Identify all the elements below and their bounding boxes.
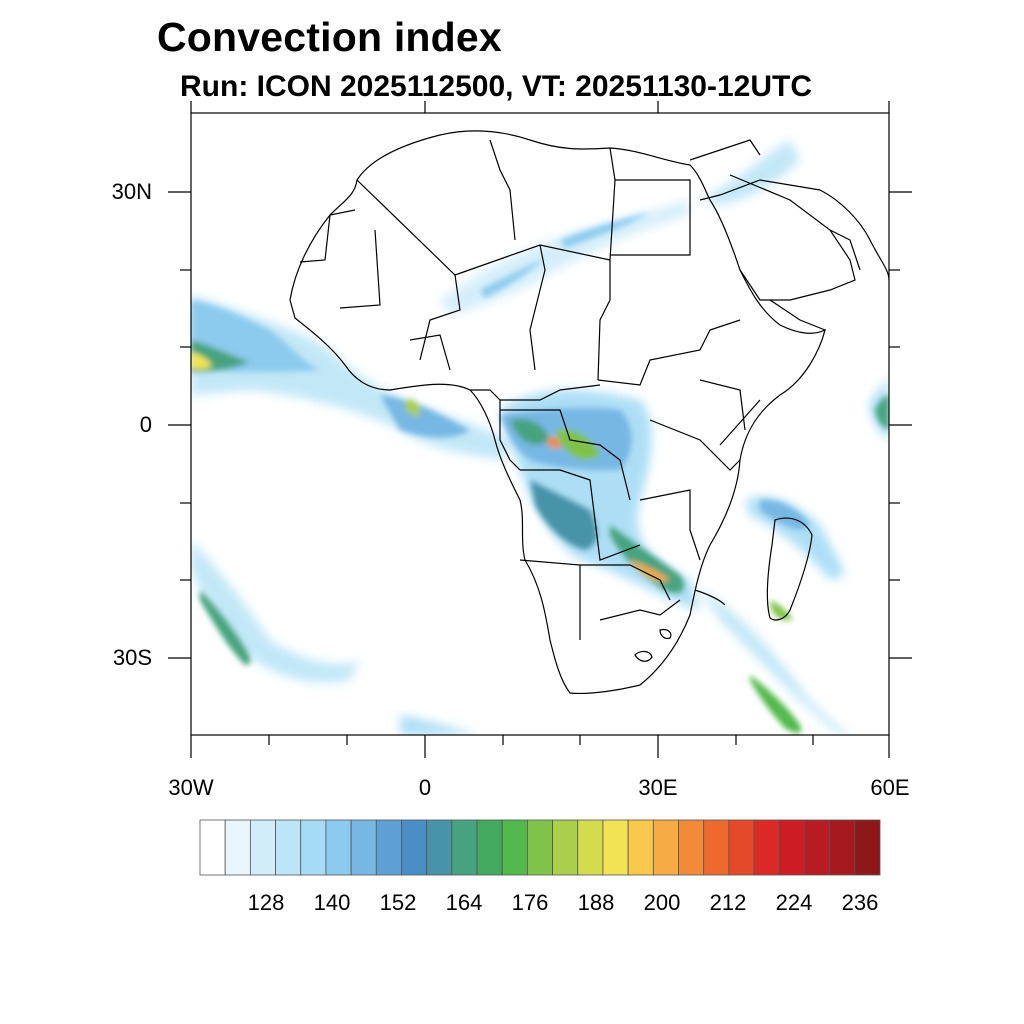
- colorbar-label: 164: [445, 890, 483, 915]
- colorbar-box: [325, 819, 352, 876]
- colorbar-box: [300, 819, 327, 876]
- colorbar-box: [401, 819, 428, 876]
- colorbar-label: 152: [379, 890, 417, 915]
- colorbar-box: [275, 819, 302, 876]
- colorbar-box: [804, 819, 831, 876]
- colorbar-box: [854, 819, 881, 876]
- coastlines-boundaries: [289, 130, 889, 695]
- colorbar-box: [829, 819, 856, 876]
- convection-field: [191, 140, 889, 735]
- colorbar-box: [249, 819, 276, 876]
- colorbar-box: [199, 819, 226, 876]
- colorbar-box: [678, 819, 705, 876]
- lon-label-60e: 60E: [870, 775, 910, 800]
- colorbar-label: 236: [841, 890, 879, 915]
- colorbar-label: 212: [709, 890, 747, 915]
- map-frame: [190, 112, 890, 736]
- lat-label-30s: 30S: [112, 645, 152, 670]
- colorbar-box: [501, 819, 528, 876]
- colorbar-box: [476, 819, 503, 876]
- colorbar-label: 140: [313, 890, 351, 915]
- colorbar-box: [652, 819, 679, 876]
- colorbar-box: [552, 819, 579, 876]
- colorbar-box: [375, 819, 402, 876]
- colorbar-label: 224: [775, 890, 813, 915]
- colorbar-label: 176: [511, 890, 549, 915]
- colorbar-box: [527, 819, 553, 876]
- colorbar-box: [451, 819, 478, 876]
- colorbar-box: [728, 819, 755, 876]
- map-subtitle: Run: ICON 2025112500, VT: 20251130-12UTC: [180, 70, 813, 103]
- colorbar-box: [778, 819, 805, 876]
- colorbar-box: [703, 819, 730, 876]
- colorbar: [199, 819, 881, 876]
- lon-label-30w: 30W: [168, 775, 214, 800]
- colorbar-label: 128: [247, 890, 285, 915]
- lon-label-0: 0: [418, 775, 432, 800]
- lon-label-30e: 30E: [638, 775, 678, 800]
- colorbar-box: [627, 819, 654, 876]
- colorbar-label: 188: [577, 890, 615, 915]
- map-title: Convection index: [157, 14, 502, 60]
- colorbar-box: [602, 819, 629, 876]
- colorbar-box: [224, 819, 251, 876]
- colorbar-box: [350, 819, 377, 876]
- colorbar-box: [753, 819, 780, 876]
- lat-label-0: 0: [139, 412, 152, 437]
- lat-label-30n: 30N: [111, 179, 152, 204]
- colorbar-box: [577, 819, 604, 876]
- axis-ticks: [168, 101, 912, 758]
- colorbar-label: 200: [643, 890, 681, 915]
- colorbar-box: [426, 819, 453, 876]
